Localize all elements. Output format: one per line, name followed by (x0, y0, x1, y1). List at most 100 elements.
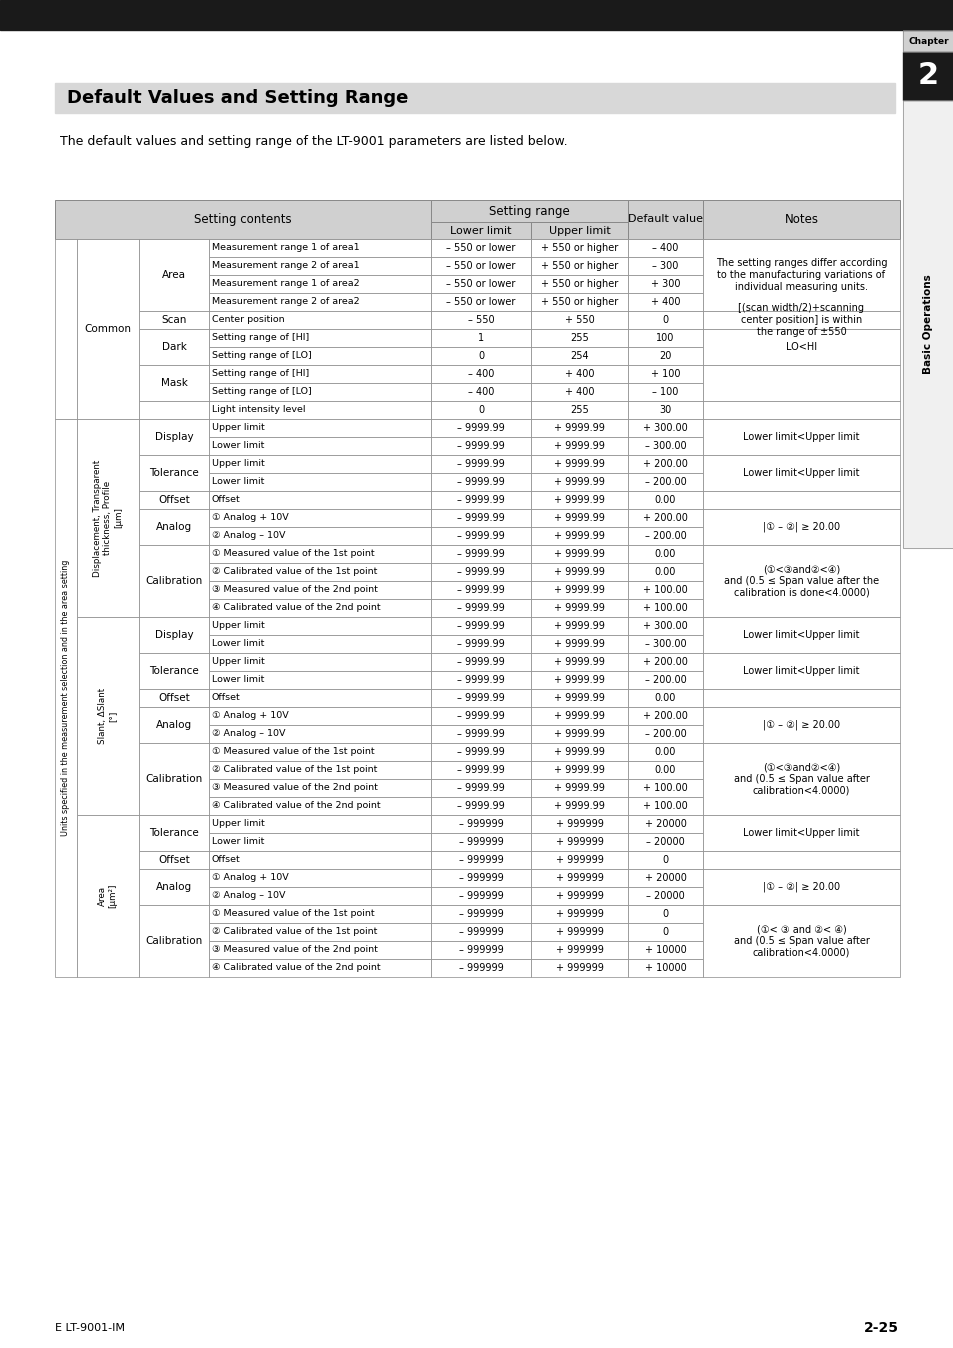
Text: + 9999.99: + 9999.99 (554, 585, 604, 594)
Bar (531, 671, 627, 689)
Bar (139, 311, 209, 329)
Text: + 9999.99: + 9999.99 (554, 441, 604, 452)
Text: (①< ③ and ②< ④)
and (0.5 ≤ Span value after
calibration<4.0000): (①< ③ and ②< ④) and (0.5 ≤ Span value af… (733, 925, 868, 957)
Text: Calibration: Calibration (145, 936, 202, 946)
Text: + 999999: + 999999 (555, 962, 603, 973)
Bar (627, 635, 702, 652)
Bar (139, 400, 209, 419)
Text: + 9999.99: + 9999.99 (554, 549, 604, 559)
Text: ① Analog + 10V: ① Analog + 10V (212, 874, 289, 883)
Bar (531, 869, 627, 887)
Bar (627, 671, 702, 689)
Bar (627, 581, 702, 599)
Text: – 9999.99: – 9999.99 (456, 531, 504, 541)
Bar (902, 100, 953, 549)
Text: – 550: – 550 (467, 315, 494, 325)
Text: |① – ②| ≥ 20.00: |① – ②| ≥ 20.00 (762, 882, 840, 892)
Text: + 9999.99: + 9999.99 (554, 621, 604, 631)
Bar (431, 833, 531, 851)
Bar (431, 706, 531, 725)
Bar (209, 510, 431, 527)
Bar (702, 706, 899, 743)
Text: – 300.00: – 300.00 (644, 441, 685, 452)
Bar (627, 257, 702, 275)
Text: Upper limit: Upper limit (212, 658, 265, 666)
Text: Lower limit<Upper limit: Lower limit<Upper limit (742, 630, 859, 640)
Text: ① Measured value of the 1st point: ① Measured value of the 1st point (212, 748, 375, 756)
Bar (627, 779, 702, 797)
Text: + 400: + 400 (564, 387, 594, 398)
Text: Upper limit: Upper limit (212, 621, 265, 631)
Bar (531, 222, 627, 239)
Bar (209, 635, 431, 652)
Text: + 300.00: + 300.00 (642, 423, 687, 433)
Text: Lower limit: Lower limit (212, 837, 264, 847)
Bar (139, 851, 209, 869)
Text: Display: Display (154, 630, 193, 640)
Text: ④ Calibrated value of the 2nd point: ④ Calibrated value of the 2nd point (212, 802, 380, 810)
Text: + 300: + 300 (650, 279, 679, 288)
Bar (431, 941, 531, 958)
Text: Common: Common (85, 324, 132, 334)
Bar (702, 456, 899, 491)
Bar (531, 473, 627, 491)
Text: Setting contents: Setting contents (194, 213, 292, 226)
Text: Setting range of [HI]: Setting range of [HI] (212, 369, 309, 379)
Bar (531, 689, 627, 706)
Bar (77, 239, 139, 419)
Bar (702, 400, 899, 419)
Bar (702, 200, 899, 239)
Text: Setting range: Setting range (489, 205, 569, 217)
Bar (531, 851, 627, 869)
Text: Measurement range 1 of area2: Measurement range 1 of area2 (212, 279, 359, 288)
Bar (531, 599, 627, 617)
Text: The default values and setting range of the LT-9001 parameters are listed below.: The default values and setting range of … (60, 135, 567, 147)
Bar (209, 527, 431, 545)
Text: [(scan width/2)+scanning
center position] is within
the range of ±550: [(scan width/2)+scanning center position… (738, 303, 863, 337)
Text: 0: 0 (661, 855, 668, 865)
Text: The setting ranges differ according
to the manufacturing variations of
individua: The setting ranges differ according to t… (715, 259, 886, 291)
Bar (627, 293, 702, 311)
Text: – 9999.99: – 9999.99 (456, 656, 504, 667)
Bar (139, 706, 209, 743)
Bar (209, 545, 431, 563)
Bar (627, 383, 702, 400)
Bar (627, 797, 702, 816)
Bar (531, 419, 627, 437)
Text: – 200.00: – 200.00 (644, 477, 685, 487)
Bar (627, 617, 702, 635)
Bar (627, 958, 702, 977)
Text: Measurement range 1 of area1: Measurement range 1 of area1 (212, 244, 359, 252)
Bar (139, 239, 209, 311)
Text: – 550 or lower: – 550 or lower (446, 297, 516, 307)
Bar (702, 851, 899, 869)
Text: – 9999.99: – 9999.99 (456, 495, 504, 506)
Text: 0: 0 (661, 927, 668, 937)
Bar (531, 652, 627, 671)
Bar (431, 473, 531, 491)
Text: + 9999.99: + 9999.99 (554, 568, 604, 577)
Bar (431, 743, 531, 762)
Bar (77, 816, 139, 977)
Text: Lower limit: Lower limit (212, 477, 264, 487)
Bar (531, 743, 627, 762)
Bar (209, 563, 431, 581)
Text: + 10000: + 10000 (644, 945, 685, 954)
Bar (431, 923, 531, 941)
Bar (209, 456, 431, 473)
Bar (702, 816, 899, 851)
Text: – 200.00: – 200.00 (644, 729, 685, 739)
Bar (627, 311, 702, 329)
Bar (139, 545, 209, 617)
Bar (209, 491, 431, 510)
Bar (702, 652, 899, 689)
Bar (431, 581, 531, 599)
Text: Upper limit: Upper limit (212, 460, 265, 469)
Bar (55, 84, 894, 113)
Text: 0.00: 0.00 (654, 693, 676, 704)
Text: – 400: – 400 (467, 387, 494, 398)
Text: Light intensity level: Light intensity level (212, 406, 305, 414)
Bar (627, 851, 702, 869)
Bar (627, 437, 702, 456)
Bar (209, 869, 431, 887)
